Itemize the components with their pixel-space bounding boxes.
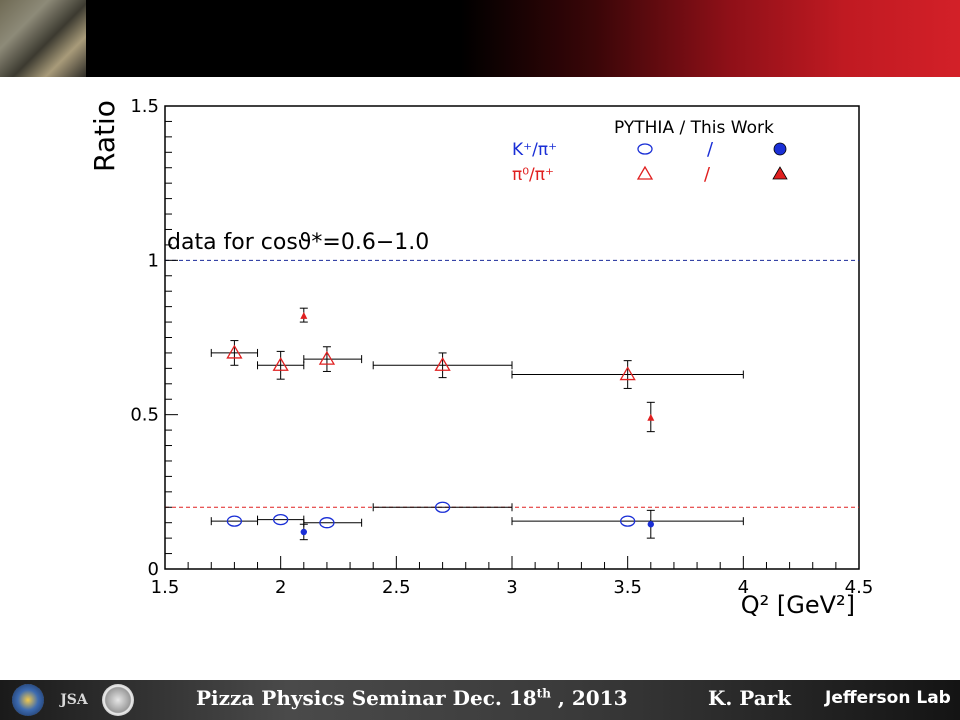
x-tick-labels: 1.5 2 2.5 3 3.5 4 4.5	[151, 577, 874, 598]
legend-work-marker	[773, 142, 787, 156]
legend-separator-kaon: /	[707, 139, 714, 160]
y-tick-labels: 0 0.5 1 1.5	[130, 96, 159, 580]
y-tick-label: 1	[148, 250, 159, 271]
header-detector-photo	[0, 0, 86, 77]
data-point	[272, 356, 289, 371]
author-name: K. Park	[708, 686, 792, 710]
data-point	[434, 356, 451, 371]
data-point	[300, 528, 307, 536]
y-tick-label: 0.5	[130, 405, 159, 426]
x-tick-label: 2.5	[382, 577, 411, 598]
slide-footer: JSA Pizza Physics Seminar Dec. 18th , 20…	[0, 680, 960, 720]
reference-lines	[165, 259, 859, 508]
legend-pythia-marker	[637, 143, 653, 155]
data-point	[319, 517, 335, 529]
data-point	[226, 515, 243, 527]
data-point	[434, 501, 451, 513]
data-series	[210, 307, 744, 541]
legend-markers	[636, 142, 788, 180]
legend: PYTHIA / This Work K⁺/π⁺ / π⁰/π⁺ /	[512, 118, 788, 185]
header-swoosh-decoration	[520, 0, 960, 77]
slide-header-banner	[0, 0, 960, 77]
data-point	[300, 311, 308, 319]
y-axis-label: Ratio	[88, 100, 121, 172]
jefferson-lab-logo: Jefferson Lab	[825, 688, 951, 708]
data-point	[273, 513, 289, 526]
x-tick-label: 3.5	[613, 577, 642, 598]
x-tick-label: 4.5	[845, 577, 874, 598]
jsa-logo: JSA	[60, 692, 88, 708]
x-tick-label: 4	[738, 577, 749, 598]
series-1	[299, 509, 655, 541]
x-tick-label: 2	[275, 577, 286, 598]
legend-separator-pion: /	[704, 164, 711, 185]
series-0	[210, 501, 744, 529]
university-seal-logo	[102, 684, 134, 716]
ratio-vs-q2-chart: 1.5 2 2.5 3 3.5 4 4.5 0 0.5 1 1.5 Ratio Q² [GeV²]…	[88, 96, 874, 619]
series-3	[299, 307, 655, 433]
data-point	[620, 515, 636, 527]
data-point	[226, 344, 243, 359]
legend-label-pion: π⁰/π⁺	[512, 165, 554, 185]
y-tick-label: 1.5	[130, 96, 159, 117]
data-point	[619, 366, 636, 381]
x-tick-label: 3	[506, 577, 517, 598]
legend-label-kaon: K⁺/π⁺	[512, 140, 557, 160]
axis-ticks	[164, 105, 860, 570]
x-axis-label: Q² [GeV²]	[741, 591, 855, 619]
legend-work-marker	[772, 166, 788, 180]
seminar-title: Pizza Physics Seminar Dec. 18th , 2013	[196, 686, 628, 710]
cos-theta-annotation: data for cosϑ*=0.6−1.0	[167, 230, 429, 255]
data-point	[647, 521, 654, 528]
series-2	[210, 340, 744, 389]
data-point	[647, 413, 655, 421]
data-point	[318, 350, 336, 365]
legend-header: PYTHIA / This Work	[614, 118, 774, 138]
y-tick-label: 0	[148, 559, 159, 580]
legend-pythia-marker	[636, 165, 654, 180]
doe-logo	[12, 684, 44, 716]
x-tick-label: 1.5	[151, 577, 180, 598]
